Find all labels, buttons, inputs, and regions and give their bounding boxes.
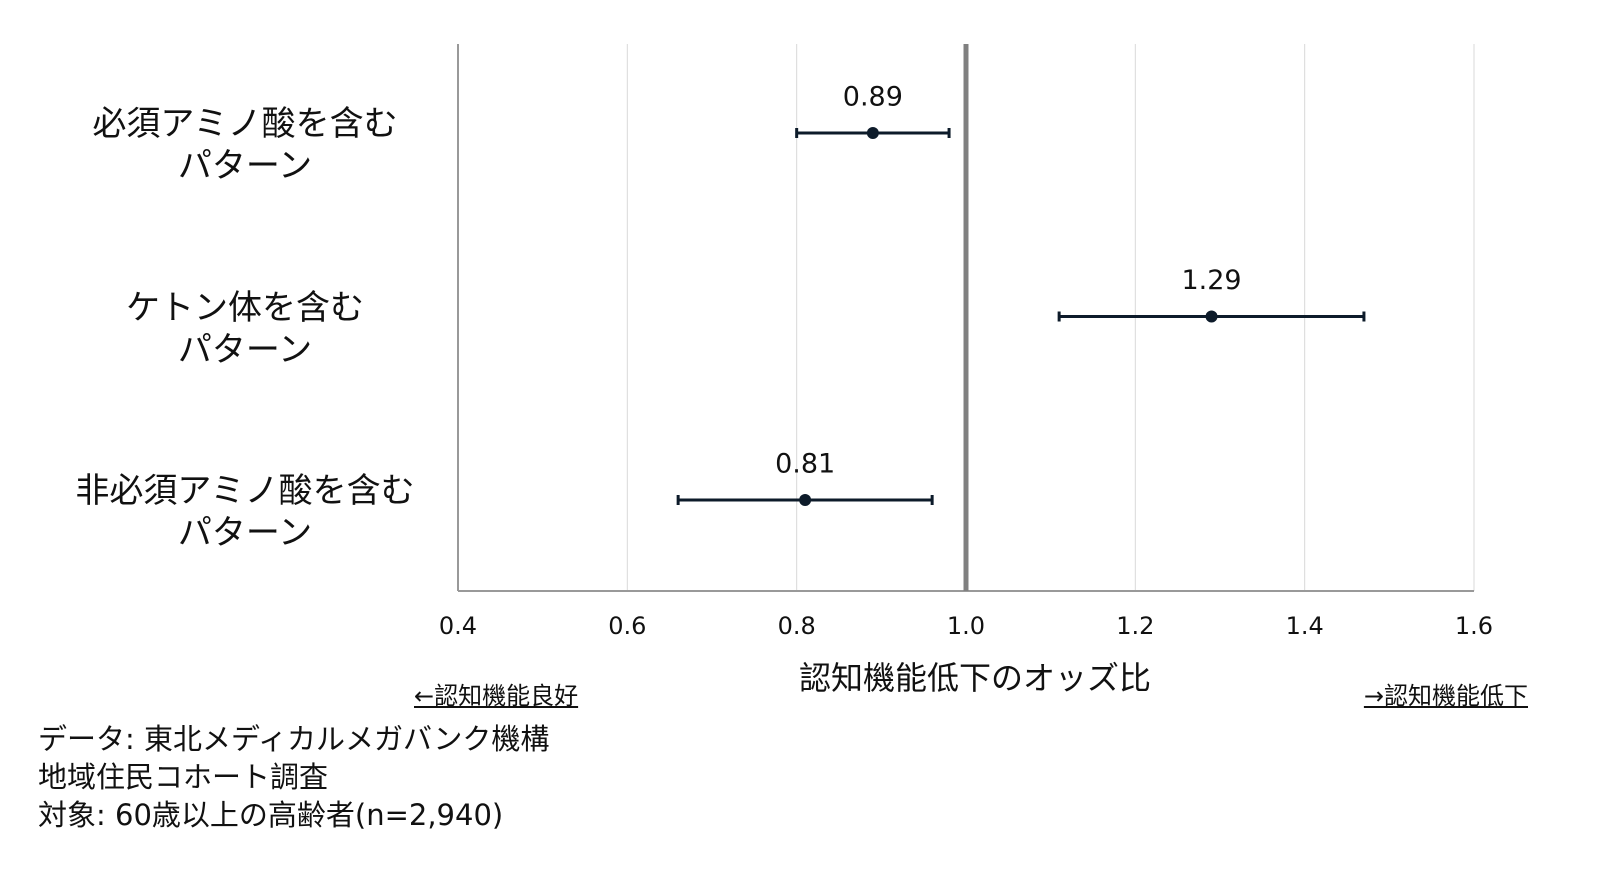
note: 地域住民コホート調査 bbox=[38, 760, 329, 794]
point bbox=[1205, 310, 1218, 323]
data-label: 0.89 bbox=[843, 82, 903, 113]
x-tick-label: 0.6 bbox=[608, 612, 646, 640]
annotation: →認知機能低下 bbox=[1363, 682, 1528, 710]
category-label: 非必須アミノ酸を含む パターン bbox=[75, 471, 415, 553]
category-label: 必須アミノ酸を含む パターン bbox=[92, 104, 398, 186]
note: 対象: 60歳以上の高齢者(n=2,940) bbox=[38, 798, 504, 832]
x-tick-label: 0.4 bbox=[439, 612, 477, 640]
category-label: ケトン体を含む パターン bbox=[126, 287, 364, 370]
point bbox=[866, 127, 879, 139]
x-tick-label: 1.0 bbox=[947, 612, 985, 640]
annotation: ←認知機能良好 bbox=[414, 682, 579, 710]
point bbox=[799, 494, 812, 506]
x-tick-label: 1.6 bbox=[1455, 612, 1493, 640]
x-tick-label: 0.8 bbox=[778, 612, 816, 640]
x-tick-label: 1.2 bbox=[1116, 612, 1154, 640]
data-label: 0.81 bbox=[775, 449, 835, 480]
x-tick-label: 1.4 bbox=[1286, 612, 1324, 640]
note: データ: 東北メディカルメガバンク機構 bbox=[38, 722, 550, 756]
data-label: 1.29 bbox=[1181, 265, 1241, 296]
x-axis-title: 認知機能低下のオッズ比 bbox=[799, 659, 1151, 697]
